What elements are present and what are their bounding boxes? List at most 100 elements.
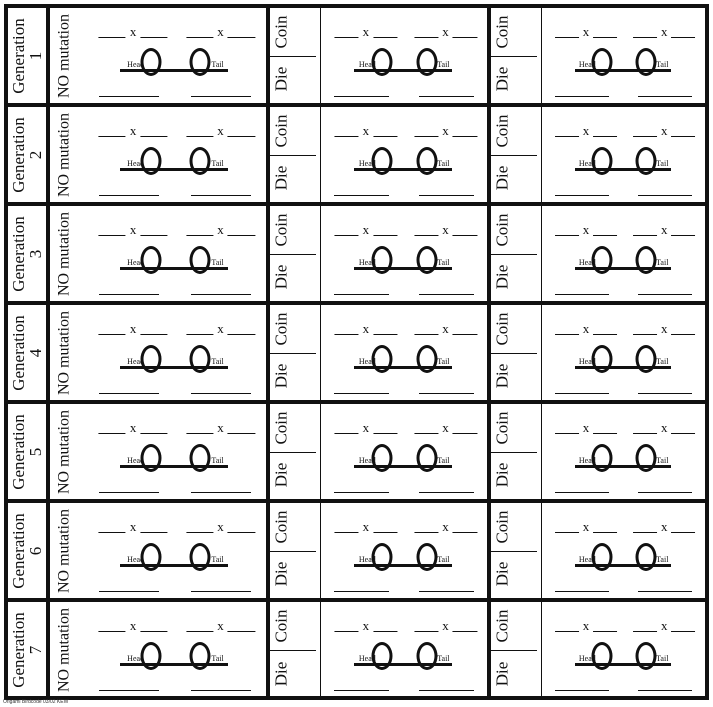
blank-line[interactable]: [452, 325, 478, 335]
blank-line[interactable]: [413, 424, 439, 434]
blank-line[interactable]: [671, 127, 696, 137]
answer-blank-right[interactable]: [418, 393, 474, 394]
answer-blank-left[interactable]: [334, 195, 390, 196]
blank-line[interactable]: [593, 325, 617, 335]
answer-blank-left[interactable]: [555, 690, 609, 691]
blank-line[interactable]: [413, 28, 439, 38]
blank-line[interactable]: [671, 325, 696, 335]
answer-blank-left[interactable]: [334, 294, 390, 295]
blank-line[interactable]: [140, 325, 168, 335]
blank-line[interactable]: [413, 127, 439, 137]
coin-field[interactable]: Coin: [270, 206, 316, 255]
coin-field[interactable]: Coin: [491, 107, 537, 156]
answer-blank-right[interactable]: [191, 294, 252, 295]
answer-blank-left[interactable]: [555, 195, 609, 196]
answer-blank-left[interactable]: [555, 294, 609, 295]
blank-line[interactable]: [140, 424, 168, 434]
blank-line[interactable]: [413, 325, 439, 335]
die-field[interactable]: Die: [491, 353, 541, 401]
answer-blank-left[interactable]: [98, 294, 159, 295]
answer-blank-left[interactable]: [98, 96, 159, 97]
blank-line[interactable]: [140, 523, 168, 533]
answer-blank-left[interactable]: [334, 690, 390, 691]
blank-line[interactable]: [140, 226, 168, 236]
blank-line[interactable]: [334, 325, 359, 335]
answer-blank-left[interactable]: [334, 96, 390, 97]
blank-line[interactable]: [593, 226, 617, 236]
blank-line[interactable]: [452, 424, 478, 434]
answer-blank-left[interactable]: [334, 492, 390, 493]
coin-field[interactable]: Coin: [491, 8, 537, 57]
coin-field[interactable]: Coin: [491, 602, 537, 651]
blank-line[interactable]: [373, 127, 398, 137]
blank-line[interactable]: [373, 226, 398, 236]
blank-line[interactable]: [98, 622, 126, 632]
die-field[interactable]: Die: [491, 254, 541, 302]
blank-line[interactable]: [671, 523, 696, 533]
die-field[interactable]: Die: [270, 452, 320, 500]
answer-blank-right[interactable]: [191, 492, 252, 493]
blank-line[interactable]: [452, 226, 478, 236]
coin-field[interactable]: Coin: [270, 8, 316, 57]
blank-line[interactable]: [373, 424, 398, 434]
blank-line[interactable]: [334, 622, 359, 632]
blank-line[interactable]: [671, 28, 696, 38]
blank-line[interactable]: [373, 325, 398, 335]
answer-blank-left[interactable]: [334, 393, 390, 394]
coin-field[interactable]: Coin: [491, 404, 537, 453]
answer-blank-right[interactable]: [418, 96, 474, 97]
answer-blank-right[interactable]: [191, 96, 252, 97]
blank-line[interactable]: [185, 28, 214, 38]
blank-line[interactable]: [671, 226, 696, 236]
blank-line[interactable]: [633, 226, 657, 236]
blank-line[interactable]: [334, 226, 359, 236]
coin-field[interactable]: Coin: [491, 206, 537, 255]
die-field[interactable]: Die: [491, 56, 541, 104]
blank-line[interactable]: [98, 127, 126, 137]
answer-blank-left[interactable]: [555, 492, 609, 493]
blank-line[interactable]: [373, 622, 398, 632]
answer-blank-left[interactable]: [98, 591, 159, 592]
blank-line[interactable]: [452, 622, 478, 632]
blank-line[interactable]: [373, 523, 398, 533]
answer-blank-right[interactable]: [638, 591, 692, 592]
blank-line[interactable]: [227, 28, 256, 38]
blank-line[interactable]: [633, 28, 657, 38]
die-field[interactable]: Die: [270, 56, 320, 104]
blank-line[interactable]: [555, 523, 579, 533]
blank-line[interactable]: [633, 424, 657, 434]
blank-line[interactable]: [373, 28, 398, 38]
answer-blank-left[interactable]: [555, 591, 609, 592]
blank-line[interactable]: [633, 523, 657, 533]
answer-blank-left[interactable]: [98, 492, 159, 493]
blank-line[interactable]: [593, 28, 617, 38]
blank-line[interactable]: [334, 28, 359, 38]
answer-blank-left[interactable]: [334, 591, 390, 592]
blank-line[interactable]: [413, 226, 439, 236]
answer-blank-right[interactable]: [191, 195, 252, 196]
blank-line[interactable]: [140, 28, 168, 38]
blank-line[interactable]: [227, 226, 256, 236]
die-field[interactable]: Die: [270, 551, 320, 599]
die-field[interactable]: Die: [270, 254, 320, 302]
blank-line[interactable]: [555, 226, 579, 236]
blank-line[interactable]: [593, 127, 617, 137]
answer-blank-right[interactable]: [418, 195, 474, 196]
blank-line[interactable]: [185, 523, 214, 533]
blank-line[interactable]: [140, 622, 168, 632]
blank-line[interactable]: [452, 28, 478, 38]
blank-line[interactable]: [555, 424, 579, 434]
answer-blank-right[interactable]: [418, 690, 474, 691]
blank-line[interactable]: [555, 28, 579, 38]
blank-line[interactable]: [633, 622, 657, 632]
answer-blank-right[interactable]: [638, 690, 692, 691]
blank-line[interactable]: [98, 424, 126, 434]
blank-line[interactable]: [413, 523, 439, 533]
blank-line[interactable]: [185, 226, 214, 236]
blank-line[interactable]: [555, 325, 579, 335]
answer-blank-right[interactable]: [638, 393, 692, 394]
coin-field[interactable]: Coin: [491, 503, 537, 552]
blank-line[interactable]: [140, 127, 168, 137]
answer-blank-right[interactable]: [191, 393, 252, 394]
answer-blank-right[interactable]: [418, 591, 474, 592]
